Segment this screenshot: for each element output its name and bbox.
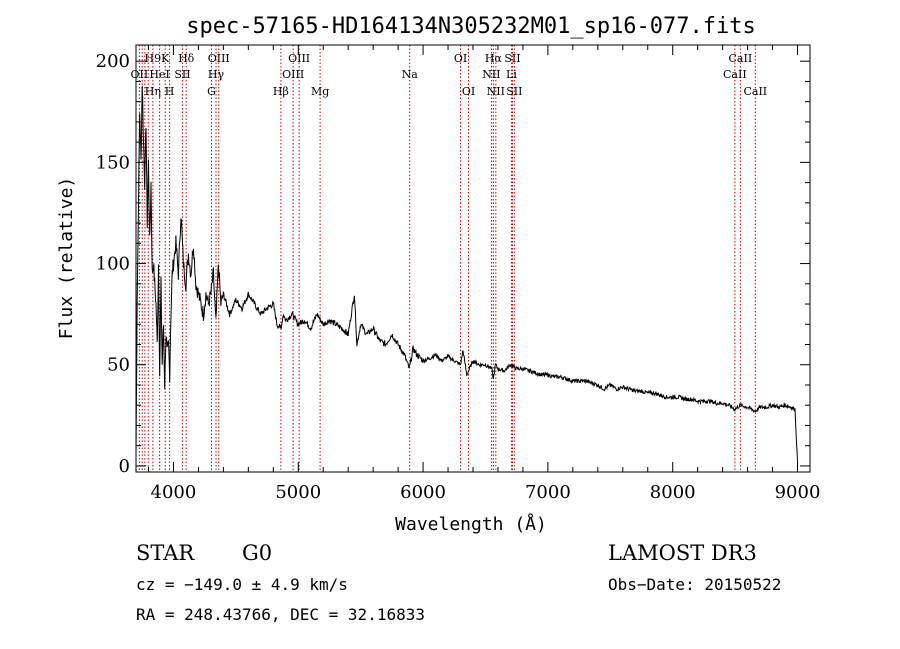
- line-label-11: OIII: [288, 52, 310, 65]
- x-tick-label-0: 4000: [151, 482, 197, 503]
- sky-coordinates: RA = 248.43766, DEC = 32.16833: [136, 605, 425, 624]
- line-label-19: SII: [504, 52, 520, 65]
- y-tick-label-1: 50: [107, 355, 130, 376]
- x-axis-ticks: 4000 5000 6000 7000 8000 9000: [147, 45, 821, 503]
- x-tick-label-1: 5000: [275, 482, 321, 503]
- line-label-9: Hγ: [208, 68, 225, 81]
- x-tick-label-4: 8000: [650, 482, 696, 503]
- line-label-0: OII: [131, 68, 149, 81]
- line-label-1: H9: [145, 52, 162, 65]
- line-label-7: Hδ: [178, 52, 195, 65]
- spectrum-series: [135, 85, 798, 462]
- line-label-13: Hβ: [273, 85, 289, 98]
- line-label-2: HeI: [149, 68, 169, 81]
- y-axis-label: Flux (relative): [56, 177, 77, 340]
- line-label-22: NII: [487, 85, 505, 98]
- x-tick-label-3: 7000: [525, 482, 571, 503]
- y-tick-label-2: 100: [96, 254, 130, 275]
- x-tick-label-5: 9000: [775, 482, 821, 503]
- line-label-5: H: [165, 85, 175, 98]
- x-axis-label: Wavelength (Å): [395, 513, 547, 535]
- line-label-10: G: [207, 85, 216, 98]
- y-tick-label-0: 0: [119, 456, 130, 477]
- spectrum-line-0: [135, 85, 798, 462]
- line-label-24: CaII: [729, 52, 753, 65]
- chart-title: spec-57165-HD164134N305232M01_sp16-077.f…: [186, 14, 756, 39]
- line-label-18: Hα: [485, 52, 503, 65]
- observation-date: Obs−Date: 20150522: [608, 575, 781, 594]
- object-subclass: G0: [242, 541, 272, 565]
- redshift-value: cz = −149.0 ± 4.9 km/s: [136, 575, 348, 594]
- line-label-25: CaII: [723, 68, 747, 81]
- line-label-6: SII: [174, 68, 190, 81]
- line-label-3: Hη: [145, 85, 161, 98]
- line-label-20: NII: [482, 68, 500, 81]
- x-tick-label-2: 6000: [400, 482, 446, 503]
- line-label-23: SII: [506, 85, 522, 98]
- line-label-14: Mg: [311, 85, 329, 98]
- y-tick-label-3: 150: [96, 152, 130, 173]
- line-label-17: OI: [462, 85, 475, 98]
- object-class: STAR: [136, 541, 195, 565]
- line-label-12: OIII: [282, 68, 304, 81]
- survey-name: LAMOST DR3: [608, 541, 757, 565]
- line-label-21: Li: [506, 68, 517, 81]
- plot-frame: [135, 44, 811, 473]
- line-label-26: CaII: [743, 85, 767, 98]
- line-label-16: OI: [454, 52, 467, 65]
- emission-line-labels: OII H9 HeI Hη K H SII Hδ OIII Hγ G OIII OIII Hβ Mg Na OI…: [131, 52, 768, 98]
- line-label-4: K: [161, 52, 170, 65]
- emission-line-markers: [138, 45, 756, 472]
- y-axis-ticks: 0 50 100 150 200: [96, 51, 810, 477]
- line-label-15: Na: [402, 68, 419, 81]
- y-tick-label-4: 200: [96, 51, 130, 72]
- line-label-8: OIII: [208, 52, 230, 65]
